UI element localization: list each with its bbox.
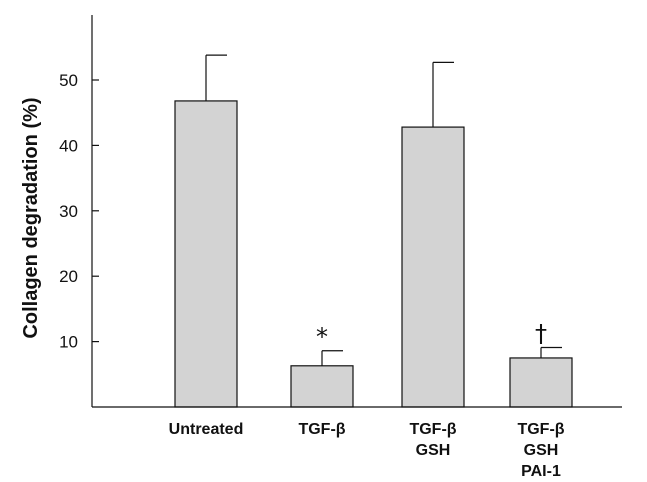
x-axis: Untreated TGF-β TGF-β GSH TGF-β GSH PAI-1 xyxy=(92,406,622,480)
bar xyxy=(174,100,238,408)
y-axis: 10 20 30 40 50 xyxy=(59,15,99,407)
y-axis-title: Collagen degradation (%) xyxy=(20,97,42,338)
y-tick-label: 40 xyxy=(59,136,78,155)
y-tick-label: 10 xyxy=(59,333,78,352)
bar xyxy=(509,357,573,408)
significance-marker: * xyxy=(316,323,328,351)
x-category-label: GSH xyxy=(416,442,451,459)
significance-marker: † xyxy=(535,319,547,347)
y-tick-label: 30 xyxy=(59,202,78,221)
bar xyxy=(290,365,354,408)
y-tick-label: 20 xyxy=(59,267,78,286)
x-category-label: TGF-β xyxy=(517,421,564,438)
x-category-label: TGF-β xyxy=(298,421,345,438)
x-category-label: Untreated xyxy=(169,421,244,438)
y-tick-label: 50 xyxy=(59,71,78,90)
x-category-label: TGF-β xyxy=(409,421,456,438)
x-category-label: GSH xyxy=(524,442,559,459)
bars-group: * † xyxy=(174,54,573,408)
bar xyxy=(401,126,465,408)
x-category-label: PAI-1 xyxy=(521,463,561,480)
